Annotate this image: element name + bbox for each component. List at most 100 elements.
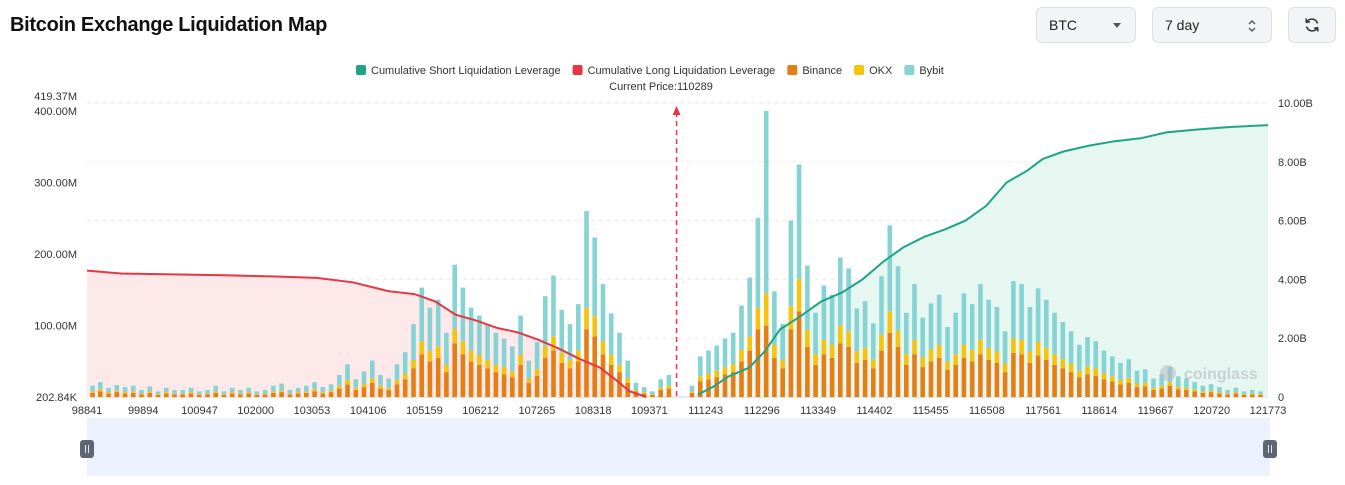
bar-binance (337, 388, 342, 398)
bar-okx (320, 392, 326, 394)
bar-okx (1019, 339, 1024, 355)
bar-okx (920, 357, 925, 368)
bar-binance (969, 361, 975, 398)
bar-bybit (122, 387, 128, 393)
bar-bybit (633, 382, 639, 390)
bar-okx (328, 390, 334, 393)
bar-bybit (1142, 369, 1148, 383)
bar-binance (402, 379, 408, 398)
zoom-handle-left[interactable] (80, 440, 94, 458)
bar-binance (945, 369, 950, 398)
bar-binance (518, 364, 523, 398)
x-tick-label: 112296 (744, 405, 780, 417)
bar-binance (460, 354, 466, 398)
bar-okx (788, 306, 794, 330)
bar-binance (755, 329, 761, 398)
bar-okx (730, 364, 736, 373)
bar-okx (617, 364, 622, 373)
bar-okx (188, 392, 194, 394)
page-title: Bitcoin Exchange Liquidation Map (10, 14, 328, 36)
bar-bybit (928, 303, 934, 350)
bar-binance (936, 357, 942, 398)
bar-okx (1060, 359, 1066, 369)
bar-okx (411, 359, 416, 369)
bar-bybit (320, 387, 326, 393)
bar-okx (221, 394, 227, 395)
bar-binance (1159, 388, 1164, 398)
refresh-button[interactable] (1288, 7, 1336, 43)
bar-binance (813, 364, 818, 398)
legend-swatch-0 (356, 65, 366, 75)
x-tick-label: 98841 (72, 405, 103, 417)
bar-bybit (1068, 331, 1074, 364)
bar-bybit (747, 277, 752, 337)
bar-bybit (780, 324, 785, 360)
x-tick-label: 106212 (462, 405, 499, 417)
watermark-text: coinglass (1184, 366, 1258, 383)
y-left-tick-label: 202.84K (36, 392, 78, 404)
bar-okx (879, 334, 884, 351)
bar-binance (205, 394, 210, 398)
bar-okx (1142, 382, 1148, 387)
bar-binance (427, 361, 433, 398)
bar-bybit (994, 307, 1000, 352)
bar-binance (213, 392, 218, 398)
bar-okx (477, 354, 482, 365)
bar-bybit (1233, 387, 1239, 393)
bar-okx (468, 350, 474, 362)
bar-binance (444, 372, 449, 398)
bar-binance (271, 392, 276, 398)
bar-binance (345, 384, 350, 398)
zoom-handle-right[interactable] (1263, 440, 1277, 458)
zoom-slider-track[interactable] (87, 418, 1270, 476)
bar-okx (698, 376, 703, 382)
bar-bybit (1217, 387, 1222, 393)
bar-binance (854, 362, 860, 398)
bar-bybit (879, 276, 884, 335)
bar-bybit (345, 364, 350, 380)
bar-okx (1151, 387, 1156, 390)
bar-okx (829, 344, 835, 358)
bar-bybit (262, 390, 268, 394)
bar-binance (821, 354, 827, 398)
bar-bybit (402, 352, 408, 374)
bar-bybit (477, 315, 482, 355)
coin-select[interactable]: BTC (1036, 7, 1136, 43)
bar-binance (576, 361, 581, 398)
bar-okx (961, 344, 967, 358)
bar-bybit (1019, 284, 1024, 340)
bar-bybit (978, 284, 983, 340)
bar-binance (730, 372, 736, 398)
bar-okx (1052, 354, 1057, 365)
bar-binance (312, 391, 317, 398)
current-price-arrow-icon (672, 106, 681, 115)
bar-bybit (370, 360, 375, 379)
bar-bybit (444, 332, 449, 365)
bar-binance (608, 364, 614, 398)
bar-bybit (98, 382, 103, 390)
bar-binance (1019, 354, 1024, 398)
bar-bybit (155, 391, 161, 395)
bar-binance (714, 377, 719, 398)
bar-okx (714, 370, 719, 378)
range-select[interactable]: 7 day (1152, 7, 1272, 43)
bar-bybit (312, 382, 317, 390)
bar-okx (805, 329, 810, 348)
bar-okx (1233, 392, 1239, 394)
bar-binance (1233, 393, 1239, 398)
bar-binance (986, 359, 991, 398)
bar-okx (1134, 383, 1140, 388)
bar-bybit (796, 164, 802, 279)
bar-okx (1241, 394, 1247, 395)
bar-binance (862, 359, 868, 398)
bar-bybit (1085, 337, 1090, 367)
bar-bybit (1250, 390, 1255, 394)
bar-bybit (722, 338, 728, 368)
bar-binance (1151, 390, 1156, 398)
bar-bybit (829, 294, 835, 345)
bar-okx (780, 359, 785, 369)
bar-okx (584, 307, 589, 330)
bar-binance (763, 325, 769, 398)
bar-binance (229, 393, 235, 398)
bar-okx (180, 393, 185, 395)
